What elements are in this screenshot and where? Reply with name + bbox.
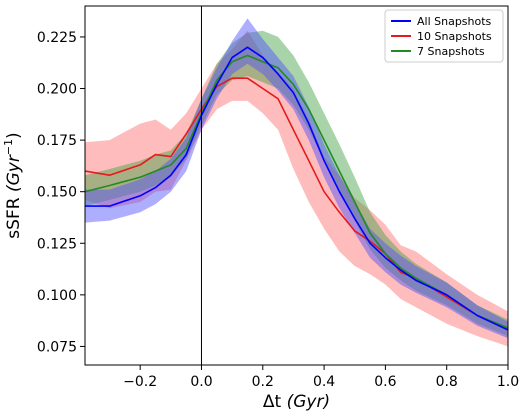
x-tick-label: −0.2 [123, 374, 157, 390]
legend-label-all-snapshots: All Snapshots [417, 15, 492, 28]
y-tick-label: 0.125 [37, 236, 77, 252]
y-tick-label: 0.200 [37, 82, 77, 98]
y-tick-label: 0.100 [37, 288, 77, 304]
x-tick-label: 0.4 [313, 374, 335, 390]
band-10-snapshots [85, 30, 508, 347]
series-lines [85, 46, 508, 331]
legend-label-10-snapshots: 10 Snapshots [417, 30, 492, 43]
band-all-snapshots [85, 18, 508, 339]
legend-box [384, 9, 504, 63]
x-tick-label: 0.8 [436, 374, 458, 390]
legend-label-7-snapshots: 7 Snapshots [417, 45, 485, 58]
y-tick-label: 0.150 [37, 185, 77, 201]
y-axis-ticks: 0.075 0.100 0.125 0.150 0.175 0.200 0.225 [37, 30, 85, 355]
x-tick-label: 1.0 [497, 374, 519, 390]
x-tick-label: 0.6 [374, 374, 396, 390]
legend: All Snapshots 10 Snapshots 7 Snapshots [384, 9, 504, 63]
x-axis-label: Δt (Gyr) [263, 392, 330, 412]
line-10-snapshots [85, 77, 508, 331]
y-tick-label: 0.175 [37, 133, 77, 149]
confidence-bands [85, 18, 508, 347]
y-tick-label: 0.075 [37, 339, 77, 355]
x-tick-label: 0.0 [190, 374, 212, 390]
plot-frame [84, 5, 509, 366]
y-tick-label: 0.225 [37, 30, 77, 46]
y-axis-label: sSFR (Gyr−1) [2, 132, 24, 238]
line-7-snapshots [85, 54, 508, 329]
line-all-snapshots [85, 46, 508, 331]
band-7-snapshots [85, 30, 508, 337]
x-tick-label: 0.2 [252, 374, 274, 390]
x-axis-ticks: −0.2 0.0 0.2 0.4 0.6 0.8 1.0 [123, 365, 519, 390]
